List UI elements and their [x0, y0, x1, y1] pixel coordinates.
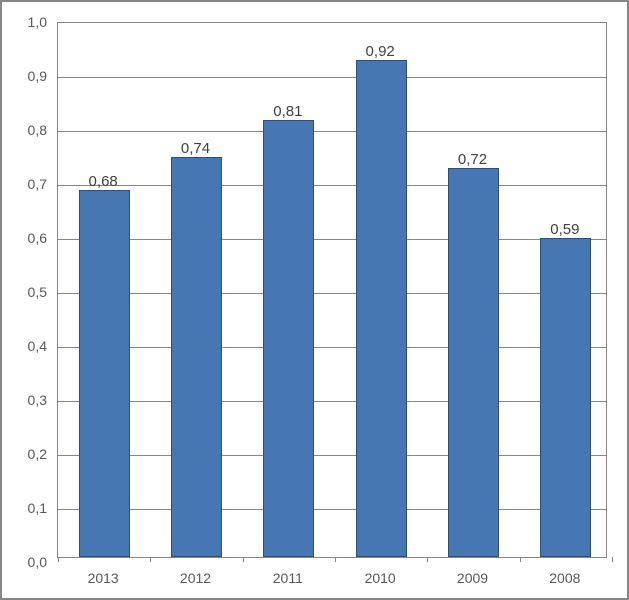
y-axis-tick-label: 0,6	[7, 230, 47, 246]
y-axis-tick-label: 1,0	[7, 14, 47, 30]
data-label: 0,68	[89, 173, 118, 190]
x-tick-mark	[150, 557, 151, 562]
x-axis-tick-label: 2011	[273, 570, 303, 586]
gridline	[58, 509, 606, 510]
y-axis-tick-label: 0,3	[7, 392, 47, 408]
y-axis-tick-label: 0,5	[7, 284, 47, 300]
data-label: 0,81	[273, 103, 302, 120]
gridline	[58, 239, 606, 240]
y-axis-tick-label: 0,9	[7, 68, 47, 84]
bar	[448, 168, 499, 557]
gridline	[58, 77, 606, 78]
x-tick-mark	[243, 557, 244, 562]
x-tick-mark	[427, 557, 428, 562]
gridline	[58, 185, 606, 186]
x-tick-mark	[612, 557, 613, 562]
y-axis-tick-label: 0,0	[7, 554, 47, 570]
gridline	[58, 401, 606, 402]
gridline	[58, 455, 606, 456]
x-axis-tick-label: 2010	[365, 570, 396, 586]
y-axis-tick-label: 0,8	[7, 122, 47, 138]
y-axis-tick-label: 0,7	[7, 176, 47, 192]
x-axis-tick-label: 2013	[88, 570, 119, 586]
y-axis-tick-label: 0,4	[7, 338, 47, 354]
y-axis-tick-label: 0,2	[7, 446, 47, 462]
bar	[356, 60, 407, 557]
x-axis-tick-label: 2009	[457, 570, 488, 586]
gridline	[58, 347, 606, 348]
bar-chart: 0,0 0,1 0,2 0,3 0,4 0,5 0,6 0,7 0,8 0,9 1,0 2013 0,6…	[0, 0, 629, 600]
data-label: 0,59	[550, 221, 579, 238]
x-axis-tick-label: 2012	[180, 570, 211, 586]
data-label: 0,92	[366, 43, 395, 60]
data-label: 0,72	[458, 151, 487, 168]
data-label: 0,74	[181, 140, 210, 157]
gridline	[58, 131, 606, 132]
gridline	[58, 293, 606, 294]
bar	[540, 238, 591, 557]
x-tick-mark	[520, 557, 521, 562]
bar	[263, 120, 314, 557]
bar	[171, 157, 222, 557]
bar	[79, 190, 130, 557]
x-tick-mark	[335, 557, 336, 562]
y-axis-tick-label: 0,1	[7, 500, 47, 516]
x-tick-mark	[58, 557, 59, 562]
plot-area	[57, 22, 607, 558]
x-axis-tick-label: 2008	[549, 570, 580, 586]
